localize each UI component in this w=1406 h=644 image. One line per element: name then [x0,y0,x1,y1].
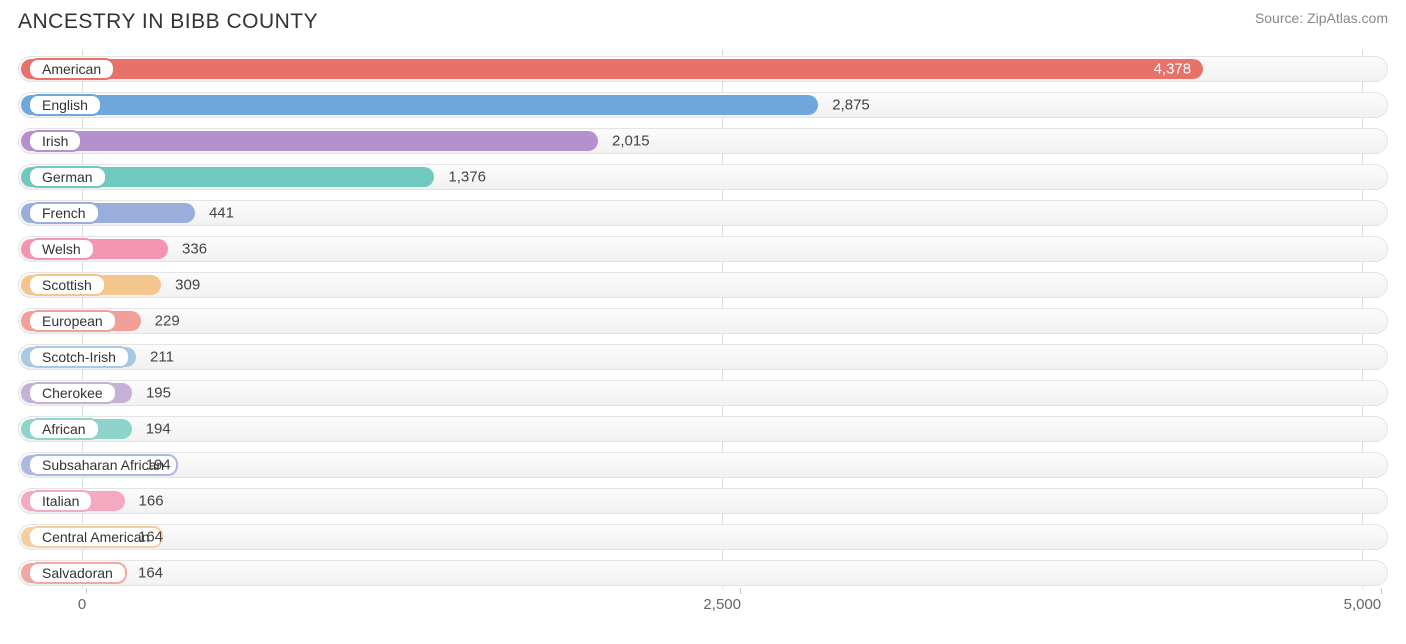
bar-value: 1,376 [448,169,486,186]
bar-row: Italian 166 [18,486,1388,516]
bar-fill [21,95,818,115]
plot-area: American 4,378 English 2,875 Irish 2,015 Germa… [18,50,1388,614]
bar-row: Subsaharan African194 [18,450,1388,480]
bar-label-pill: French [28,202,100,224]
bar-row: English 2,875 [18,90,1388,120]
tick-line [86,588,87,594]
bar-row: Welsh 336 [18,234,1388,264]
bar-row: Scotch-Irish 211 [18,342,1388,372]
bar-track [18,272,1388,298]
bar-row: African 194 [18,414,1388,444]
bar-label-pill: Welsh [28,238,95,260]
bar-track [18,488,1388,514]
bar-row: American 4,378 [18,54,1388,84]
bar-track [18,380,1388,406]
bar-value: 164 [138,565,163,582]
bar-value: 195 [146,385,171,402]
bar-row: Cherokee 195 [18,378,1388,408]
bar-label-pill: European [28,310,117,332]
bar-label-pill: German [28,166,107,188]
bar-label-pill: Salvadoran [28,562,127,584]
bar-value: 194 [146,421,171,438]
x-tick: 5,000 [1362,588,1400,613]
tick-line [1381,588,1382,594]
tick-line [740,588,741,594]
header: ANCESTRY IN BIBB COUNTY Source: ZipAtlas… [18,10,1388,46]
x-tick: 2,500 [722,588,760,613]
bar-fill [21,59,1203,79]
bar-label-pill: Irish [28,130,82,152]
chart-container: ANCESTRY IN BIBB COUNTY Source: ZipAtlas… [0,0,1406,644]
bar-row: German 1,376 [18,162,1388,192]
bar-label-pill: Cherokee [28,382,117,404]
bar-value: 2,015 [612,133,650,150]
x-tick: 0 [82,588,90,613]
bar-label-pill: African [28,418,100,440]
chart-title: ANCESTRY IN BIBB COUNTY [18,10,318,34]
bar-value: 441 [209,205,234,222]
bar-track [18,524,1388,550]
bar-row: Scottish 309 [18,270,1388,300]
bar-value: 336 [182,241,207,258]
bar-track [18,308,1388,334]
tick-label: 5,000 [1344,596,1382,613]
bar-row: French 441 [18,198,1388,228]
x-axis: 0 2,500 5,000 [18,588,1388,614]
bar-track [18,236,1388,262]
bar-track [18,344,1388,370]
bar-track [18,560,1388,586]
source-label: Source: ZipAtlas.com [1255,10,1388,26]
bar-value: 309 [175,277,200,294]
bar-label-pill: English [28,94,102,116]
tick-label: 2,500 [703,596,741,613]
bar-label-pill: Italian [28,490,93,512]
bar-value: 4,378 [1154,61,1192,78]
bar-fill [21,131,598,151]
bars-group: American 4,378 English 2,875 Irish 2,015 Germa… [18,54,1388,588]
tick-label: 0 [78,596,86,613]
bar-row: Irish 2,015 [18,126,1388,156]
bar-value: 211 [150,349,174,366]
bar-label-pill: Scottish [28,274,106,296]
bar-row: Central American164 [18,522,1388,552]
bar-value: 229 [155,313,180,330]
bar-value: 166 [139,493,164,510]
bar-track [18,452,1388,478]
bar-row: European 229 [18,306,1388,336]
bar-row: Salvadoran 164 [18,558,1388,588]
bar-value: 164 [138,529,163,546]
bar-value: 194 [146,457,171,474]
bar-track [18,416,1388,442]
bar-value: 2,875 [832,97,870,114]
bar-label-pill: Scotch-Irish [28,346,130,368]
bar-label-pill: American [28,58,115,80]
